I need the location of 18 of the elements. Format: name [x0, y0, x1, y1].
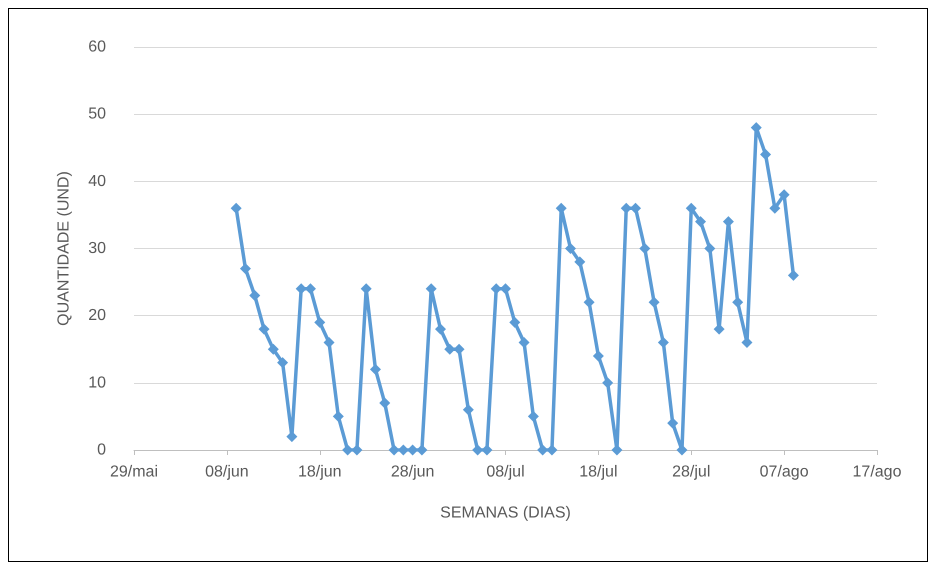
y-tick-label: 10 [88, 374, 106, 392]
y-tick-label: 20 [88, 307, 106, 324]
x-tick-label: 18/jul [579, 464, 618, 480]
y-axis-title: QUANTIDADE (UND) [56, 171, 72, 326]
x-tick-label: 08/jun [205, 464, 249, 480]
y-tick-label: 0 [97, 442, 106, 458]
x-tick-label: 17/ago [852, 464, 902, 480]
x-tick-label: 08/jul [486, 464, 525, 480]
y-tick-label: 40 [88, 172, 106, 190]
y-tick-label: 50 [88, 106, 106, 123]
x-tick-label: 28/jun [390, 464, 434, 480]
y-tick-label: 30 [88, 240, 106, 257]
x-tick-label: 18/jun [298, 464, 342, 480]
y-tick-label: 60 [88, 38, 106, 56]
x-axis-title: SEMANAS (DIAS) [440, 504, 571, 522]
x-tick-label: 28/jul [672, 464, 710, 480]
x-tick-label: 29/mai [110, 464, 158, 480]
x-tick-label: 07/ago [760, 464, 809, 480]
